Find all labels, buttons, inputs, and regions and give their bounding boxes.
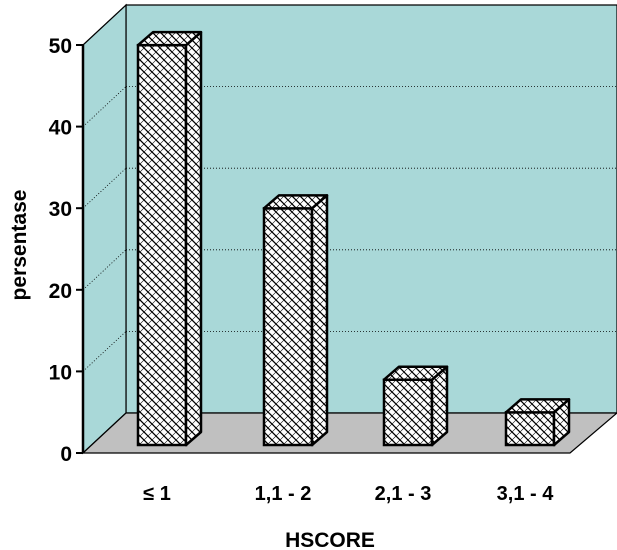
gridline-side xyxy=(82,86,127,127)
x-axis-categories: ≤ 1 1,1 - 2 2,1 - 3 3,1 - 4 xyxy=(143,483,554,505)
bar xyxy=(262,194,329,447)
bar xyxy=(382,365,449,447)
bar xyxy=(504,398,571,447)
side-wall xyxy=(82,3,127,455)
y-tick-label: 10 xyxy=(49,361,72,384)
x-axis-title: HSCORE xyxy=(285,529,375,550)
bar-side-face xyxy=(184,30,203,447)
bar-front-face xyxy=(262,207,314,447)
gridline-side xyxy=(82,167,127,209)
floor xyxy=(81,412,617,454)
gridlines xyxy=(82,4,617,372)
gridline-side xyxy=(82,249,127,291)
bar-top-face xyxy=(262,194,329,210)
bar-side-face xyxy=(310,194,329,447)
bar-top-face xyxy=(382,365,449,381)
x-category-label: 2,1 - 3 xyxy=(375,483,432,505)
y-axis-title: persentase xyxy=(8,190,31,301)
y-tick-label: 20 xyxy=(49,280,72,303)
x-category-label: ≤ 1 xyxy=(143,483,171,505)
y-tick-label: 50 xyxy=(49,35,72,58)
y-tick-label: 30 xyxy=(49,198,72,221)
bar-front-face xyxy=(504,411,556,447)
gridline-side xyxy=(82,331,127,372)
bar-front-face xyxy=(382,378,434,447)
x-category-label: 1,1 - 2 xyxy=(255,483,312,505)
bar-top-face xyxy=(504,398,571,414)
gridline-side xyxy=(82,4,127,46)
x-category-label: 3,1 - 4 xyxy=(497,483,555,505)
bar-front-face xyxy=(136,43,188,447)
y-tick-label: 0 xyxy=(60,443,72,466)
bars xyxy=(136,30,571,447)
bar-top-face xyxy=(136,30,203,47)
chart-background xyxy=(81,3,617,455)
bar xyxy=(136,30,203,447)
y-axis-ticks: 0 10 20 30 40 50 xyxy=(49,35,83,466)
y-tick-label: 40 xyxy=(49,117,72,140)
